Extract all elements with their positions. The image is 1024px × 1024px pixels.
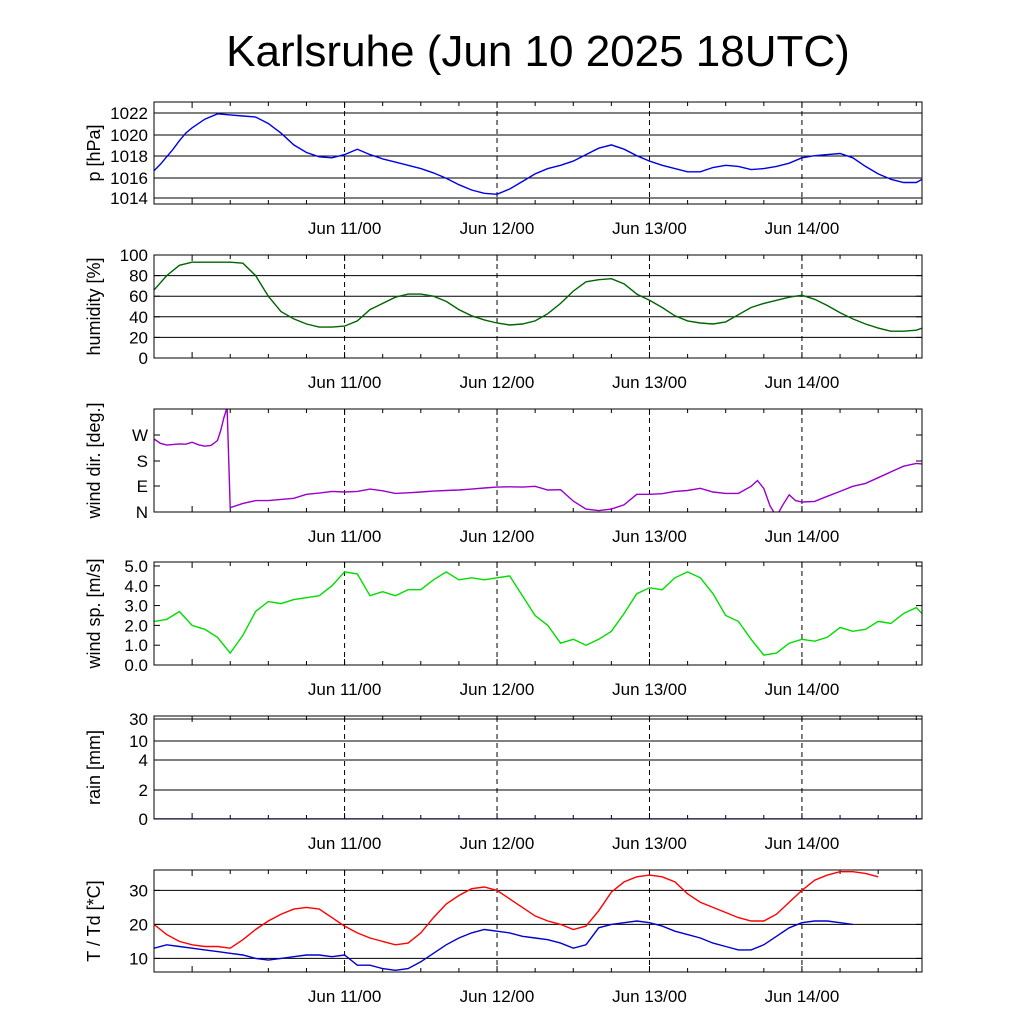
y-tick-label: 4 (139, 751, 148, 770)
y-tick-label: 1022 (110, 104, 148, 123)
y-tick-label: 1.0 (124, 636, 148, 655)
y-tick-label: 60 (129, 287, 148, 306)
y-tick-label: 30 (129, 881, 148, 900)
x-tick-label: Jun 11/00 (308, 987, 381, 1006)
x-tick-label: Jun 14/00 (765, 987, 840, 1006)
panel-frame (153, 715, 923, 820)
x-tick-label: Jun 12/00 (460, 219, 535, 238)
x-tick-label: Jun 11/00 (308, 527, 381, 546)
y-axis-label: rain [mm] (84, 730, 104, 805)
y-tick-label: 5.0 (124, 557, 148, 576)
chart-title: Karlsruhe (Jun 10 2025 18UTC) (226, 27, 850, 76)
panel-frame (153, 101, 923, 205)
y-axis-label: humidity [%] (84, 257, 104, 355)
x-tick-label: Jun 11/00 (308, 834, 381, 853)
y-axis-label: wind sp. [m/s] (84, 558, 104, 669)
x-tick-label: Jun 12/00 (460, 834, 535, 853)
x-tick-label: Jun 12/00 (460, 527, 535, 546)
x-tick-label: Jun 13/00 (612, 987, 687, 1006)
x-tick-label: Jun 14/00 (765, 527, 840, 546)
x-tick-label: Jun 14/00 (765, 219, 840, 238)
x-tick-label: Jun 12/00 (460, 373, 535, 392)
y-tick-label: 30 (129, 710, 148, 729)
y-tick-label: 20 (129, 328, 148, 347)
x-tick-label: Jun 13/00 (612, 680, 687, 699)
y-tick-label: 3.0 (124, 597, 148, 616)
series-line-wind_dir (154, 409, 922, 512)
series-line-wind_speed (154, 571, 922, 656)
series-line-humidity (154, 261, 922, 332)
x-tick-label: Jun 13/00 (612, 527, 687, 546)
y-axis-label: T / Td [*C] (84, 880, 104, 961)
x-tick-label: Jun 14/00 (765, 834, 840, 853)
panel-rain: 0 2 410 30 rain [mm] Jun 11/00 Jun 12/00 Jun 13… (84, 710, 923, 853)
y-tick-label: 1018 (110, 147, 148, 166)
x-tick-label: Jun 11/00 (308, 680, 381, 699)
y-tick-label: E (137, 477, 148, 496)
y-tick-label: W (132, 426, 148, 445)
y-tick-label: N (136, 503, 148, 522)
y-tick-label: 1020 (110, 126, 148, 145)
y-axis-label: wind dir. [deg.] (84, 402, 104, 519)
y-tick-label: 20 (129, 915, 148, 934)
panel-frame (153, 869, 923, 973)
y-tick-label: 10 (129, 732, 148, 751)
series-line-temp-1 (154, 920, 853, 972)
x-tick-label: Jun 11/00 (308, 219, 381, 238)
x-tick-label: Jun 12/00 (460, 680, 535, 699)
series-line-pressure (154, 113, 922, 196)
y-tick-label: 2.0 (124, 616, 148, 635)
x-tick-label: Jun 13/00 (612, 373, 687, 392)
y-tick-label: 0 (139, 349, 148, 368)
y-tick-label: 0.0 (124, 656, 148, 675)
y-tick-label: 4.0 (124, 577, 148, 596)
y-tick-label: 80 (129, 267, 148, 286)
y-tick-label: 10 (129, 949, 148, 968)
y-axis-label: p [hPa] (84, 124, 104, 181)
x-tick-label: Jun 14/00 (765, 373, 840, 392)
series-line-temp (154, 871, 879, 949)
x-tick-label: Jun 11/00 (308, 373, 381, 392)
panel-frame (153, 561, 923, 666)
x-tick-label: Jun 14/00 (765, 680, 840, 699)
x-tick-label: Jun 13/00 (612, 219, 687, 238)
y-tick-label: 100 (120, 246, 148, 265)
panel-frame (153, 254, 923, 359)
y-tick-label: S (137, 452, 148, 471)
y-tick-label: 1014 (110, 189, 148, 208)
panel-frame (153, 408, 923, 513)
x-tick-label: Jun 13/00 (612, 834, 687, 853)
panel-temp: 10 20 30 T / Td [*C] Jun 11/00 Jun 12/00 Jun 1… (84, 869, 923, 1006)
x-tick-label: Jun 12/00 (460, 987, 535, 1006)
y-tick-label: 40 (129, 308, 148, 327)
y-tick-label: 2 (139, 781, 148, 800)
y-tick-label: 1016 (110, 169, 148, 188)
y-tick-label: 0 (139, 810, 148, 829)
panel-wind_speed: 0.01.02.03.04.05.0 wind sp. [m/s] Jun 11/0… (84, 557, 923, 699)
